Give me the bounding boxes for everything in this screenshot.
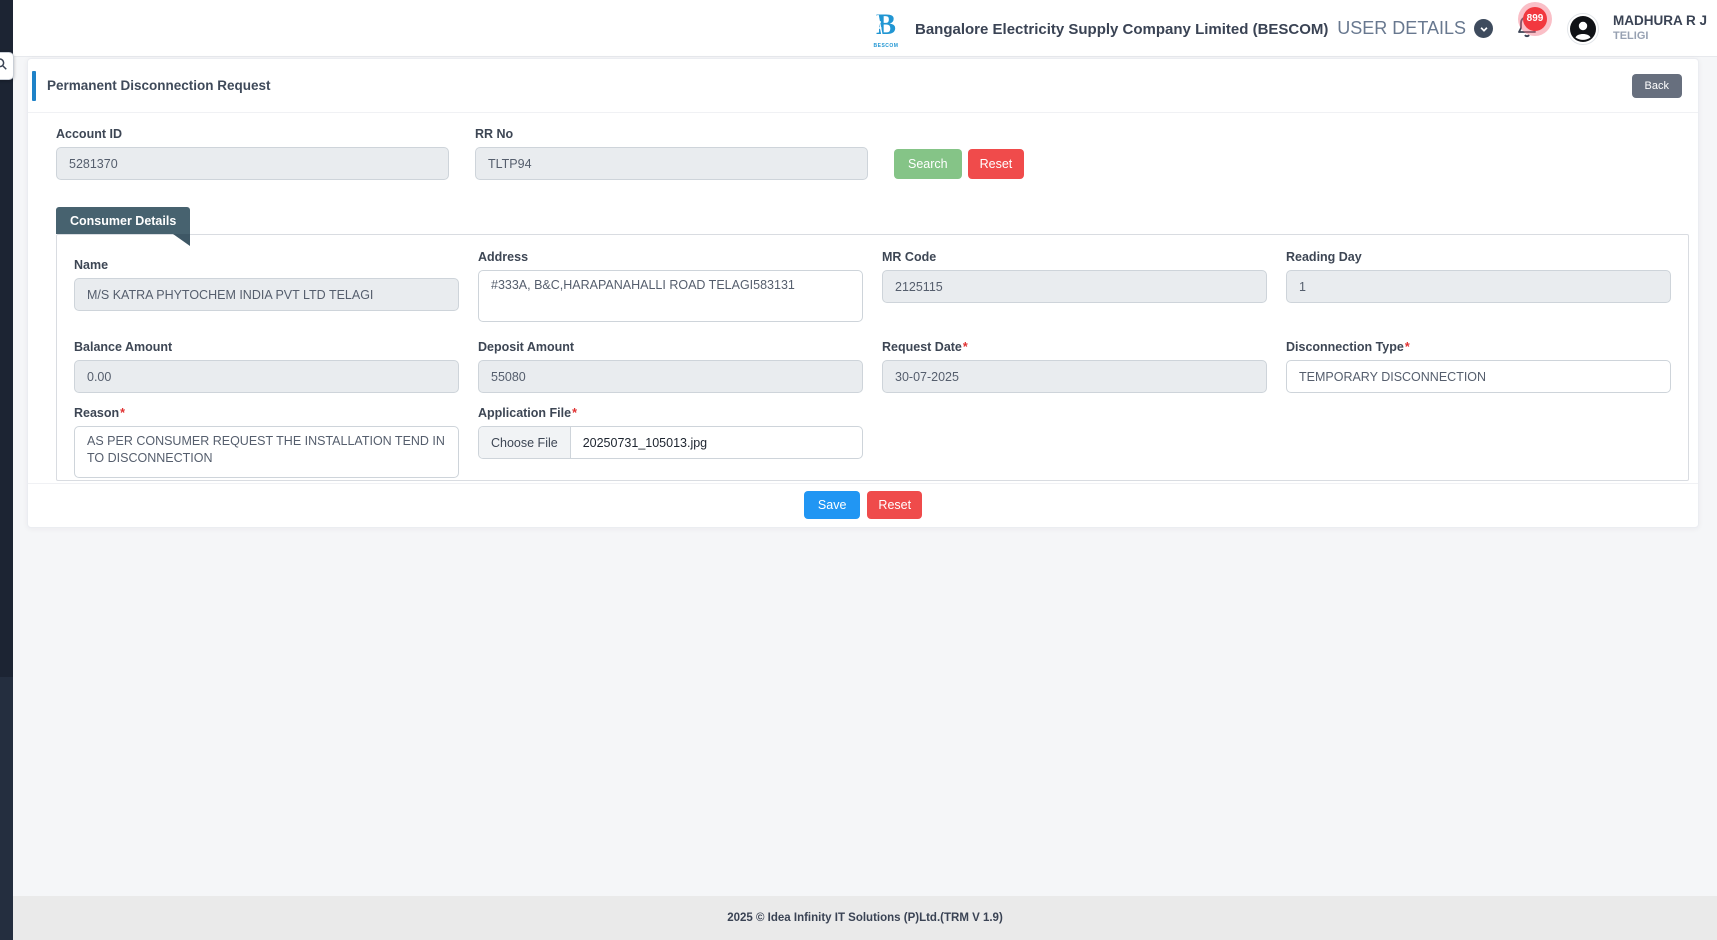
person-icon <box>1570 15 1596 42</box>
brand: B BESCOM Bangalore Electricity Supply Co… <box>867 6 1328 52</box>
chevron-down-icon <box>1474 19 1493 38</box>
address-input[interactable] <box>478 270 863 322</box>
main-card: Permanent Disconnection Request Back Acc… <box>27 58 1699 528</box>
application-file-field: Application File* Choose File 20250731_1… <box>478 406 863 483</box>
rr-no-field: RR No <box>475 127 868 180</box>
balance-amount-label: Balance Amount <box>74 340 173 354</box>
account-id-input[interactable] <box>56 147 449 180</box>
rr-no-label: RR No <box>475 127 514 141</box>
user-location: TELIGI <box>1613 30 1649 43</box>
card-header: Permanent Disconnection Request Back <box>28 59 1698 113</box>
notification-count-badge: 899 <box>1523 6 1547 31</box>
address-field: Address <box>478 250 863 327</box>
choose-file-button[interactable]: Choose File <box>479 427 571 458</box>
save-button[interactable]: Save <box>803 491 861 519</box>
search-row: Account ID RR No Search Reset <box>56 127 1025 180</box>
logo-b-mark: B <box>869 9 903 42</box>
disconnection-type-select[interactable] <box>1286 360 1671 393</box>
reason-field: Reason* <box>74 406 459 483</box>
name-input[interactable] <box>74 278 459 311</box>
file-name: 20250731_105013.jpg <box>582 435 708 450</box>
user-info: MADHURA R J TELIGI <box>1613 13 1707 44</box>
user-name: MADHURA R J <box>1613 13 1707 29</box>
notifications-button[interactable]: 899 <box>1515 6 1547 48</box>
reading-day-input[interactable] <box>1286 270 1671 303</box>
search-button[interactable]: Search <box>894 149 962 179</box>
name-label: Name <box>74 258 109 272</box>
footer: 2025 © Idea Infinity IT Solutions (P)Ltd… <box>13 896 1717 940</box>
required-asterisk: * <box>120 406 126 420</box>
request-date-input[interactable] <box>882 360 1267 393</box>
form-reset-button[interactable]: Reset <box>867 491 923 519</box>
deposit-amount-field: Deposit Amount <box>478 340 863 393</box>
form-actions: Save Reset <box>28 483 1698 519</box>
request-date-field: Request Date* <box>882 340 1267 393</box>
account-id-label: Account ID <box>56 127 122 141</box>
application-file-label: Application File <box>478 406 572 420</box>
mr-code-input[interactable] <box>882 270 1267 303</box>
app-title: Bangalore Electricity Supply Company Lim… <box>915 20 1329 38</box>
search-reset-button[interactable]: Reset <box>967 149 1025 179</box>
avatar[interactable] <box>1567 12 1599 45</box>
back-button[interactable]: Back <box>1631 73 1682 98</box>
reading-day-label: Reading Day <box>1286 250 1362 264</box>
consumer-details-tab[interactable]: Consumer Details <box>56 207 191 246</box>
sidebar-search-button[interactable] <box>0 52 14 80</box>
required-asterisk: * <box>572 406 577 420</box>
disconnection-type-field: Disconnection Type* <box>1286 340 1671 393</box>
required-asterisk: * <box>1404 340 1410 354</box>
consumer-details-panel: Name Address MR Code Reading Day Balance… <box>56 234 1689 481</box>
top-header: B BESCOM Bangalore Electricity Supply Co… <box>13 0 1717 57</box>
rr-no-input[interactable] <box>475 147 868 180</box>
reason-input[interactable] <box>74 426 459 478</box>
name-field: Name <box>74 250 459 327</box>
request-date-label: Request Date <box>882 340 962 354</box>
page-title: Permanent Disconnection Request <box>47 78 271 93</box>
search-icon <box>0 57 8 76</box>
mr-code-field: MR Code <box>882 250 1267 327</box>
balance-amount-field: Balance Amount <box>74 340 459 393</box>
address-label: Address <box>478 250 529 264</box>
disconnection-type-label: Disconnection Type <box>1286 340 1404 354</box>
logo-caption: BESCOM <box>873 42 899 49</box>
collapsed-sidebar[interactable] <box>0 0 13 940</box>
footer-copyright: 2025 © Idea Infinity IT Solutions (P)Ltd… <box>727 912 1003 924</box>
mr-code-label: MR Code <box>882 250 937 264</box>
bescom-logo: B BESCOM <box>867 6 905 52</box>
title-accent-bar <box>32 70 36 101</box>
user-details-menu[interactable]: USER DETAILS <box>1337 18 1493 39</box>
required-asterisk: * <box>962 340 968 354</box>
pylon-icon <box>873 14 883 35</box>
reading-day-field: Reading Day <box>1286 250 1671 327</box>
application-file-input[interactable]: Choose File 20250731_105013.jpg <box>478 426 863 459</box>
deposit-amount-label: Deposit Amount <box>478 340 575 354</box>
account-id-field: Account ID <box>56 127 449 180</box>
deposit-amount-input[interactable] <box>478 360 863 393</box>
user-details-label: USER DETAILS <box>1337 18 1466 38</box>
balance-amount-input[interactable] <box>74 360 459 393</box>
reason-label: Reason <box>74 406 120 420</box>
